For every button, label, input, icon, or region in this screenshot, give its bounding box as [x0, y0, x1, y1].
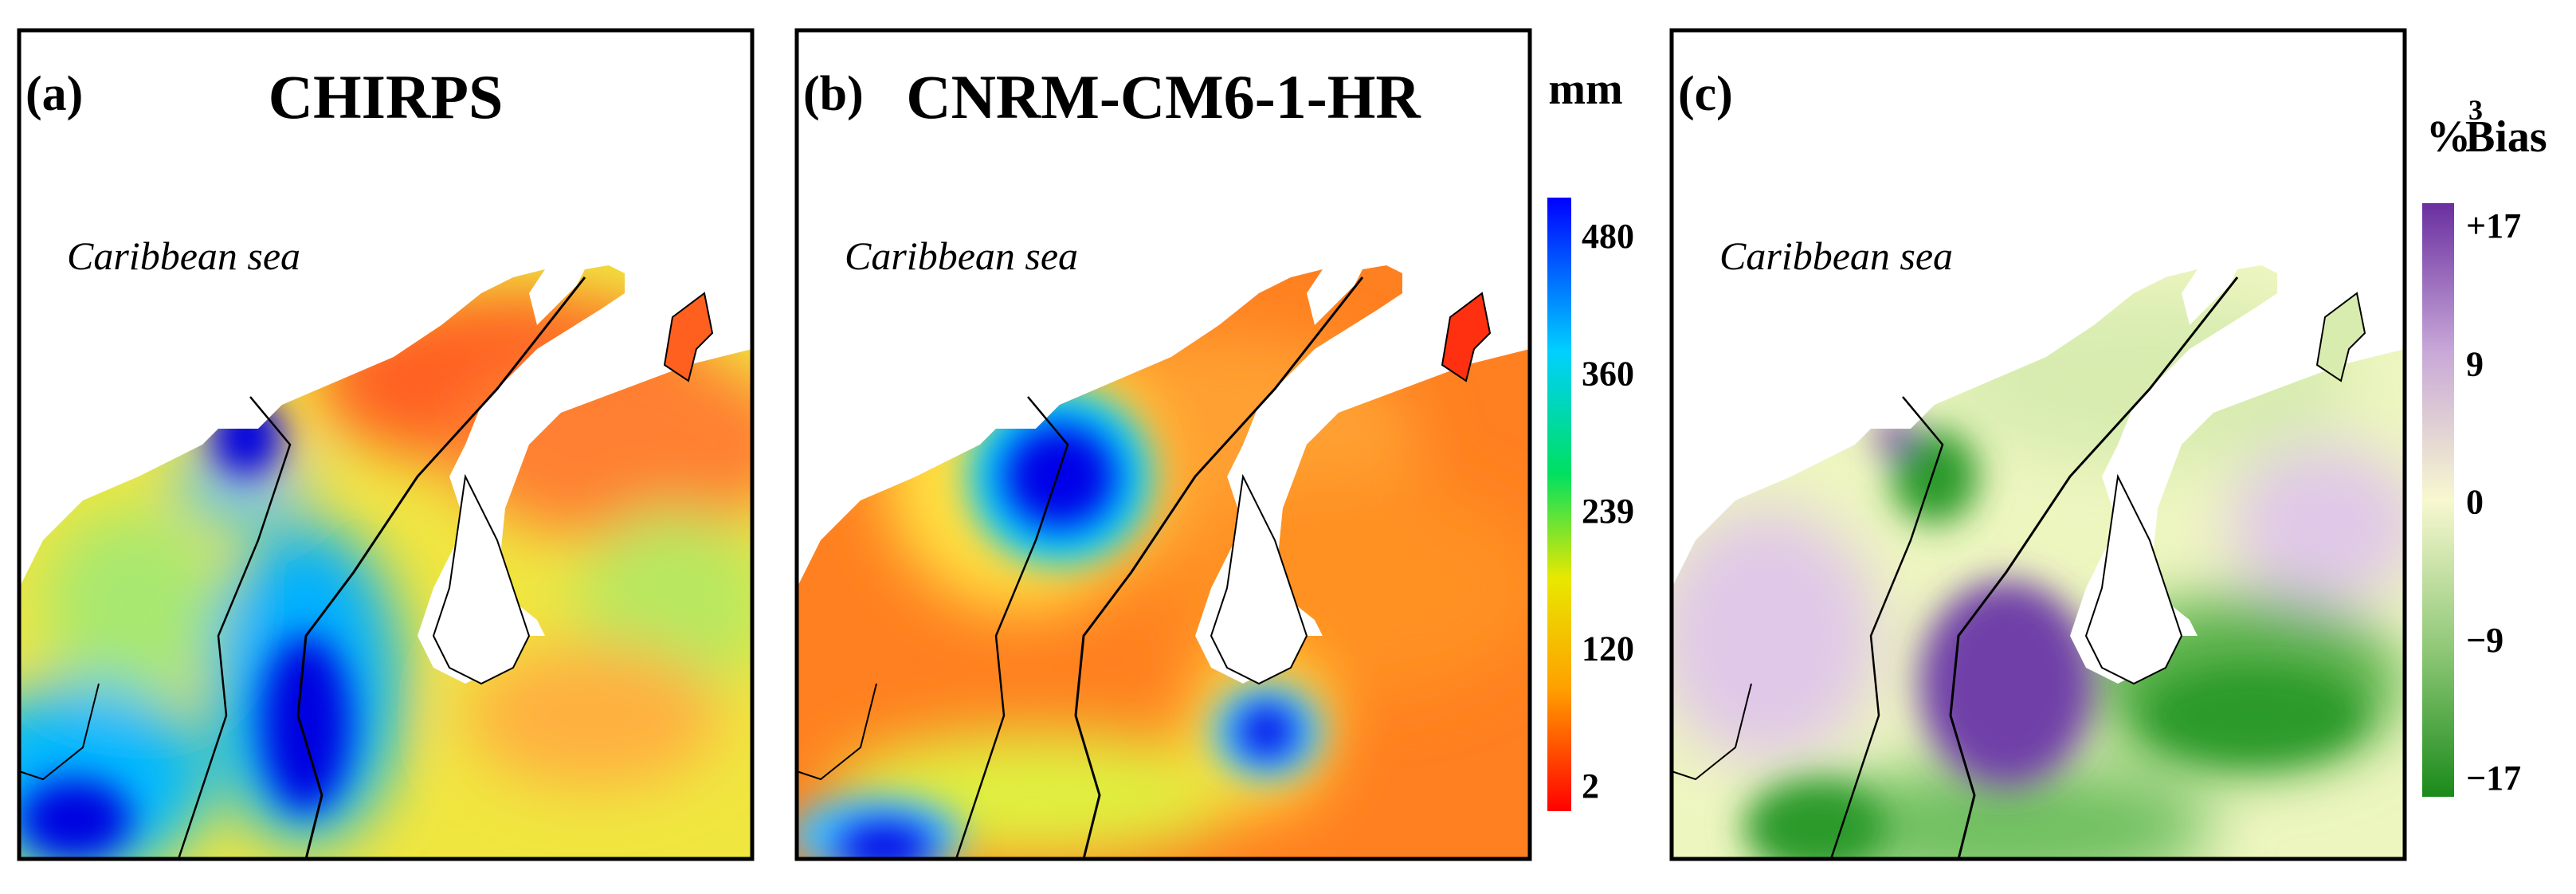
panel-a-sea-label: Caribbean sea	[67, 233, 300, 278]
colorbar-bias-label: Bias	[2465, 112, 2547, 162]
panel-c-sea-label: Caribbean sea	[1719, 233, 1953, 278]
colorbar-bias-tick-label: −17	[2466, 759, 2521, 798]
colorbar-precip-tick-label: 360	[1582, 355, 1634, 394]
colorbar-precip-tick-label: 480	[1582, 217, 1634, 256]
colorbar-precip-gradient	[1547, 198, 1571, 811]
panel-a-title: CHIRPS	[269, 62, 504, 131]
colorbar-bias-tick-label: 9	[2466, 344, 2484, 383]
colorbar-bias-tick-label: 0	[2466, 483, 2484, 522]
colorbar-bias: % 3 Bias +17 9 0 −9 −17	[2422, 94, 2547, 798]
colorbar-precip-tick-label: 2	[1582, 767, 1599, 806]
panel-a-label: (a)	[25, 67, 83, 121]
colorbar-bias-tick-label: +17	[2466, 206, 2521, 245]
panel-c: (c) Caribbean sea	[1669, 28, 2407, 861]
panel-b-sea-label: Caribbean sea	[845, 233, 1078, 278]
panel-b-label: (b)	[803, 67, 864, 121]
colorbar-precip-tick-label: 239	[1582, 492, 1634, 531]
panel-b-title: CNRM-CM6-1-HR	[906, 62, 1421, 131]
colorbar-precip-tick-label: 120	[1582, 629, 1634, 669]
colorbar-bias-tick-label: −9	[2466, 621, 2503, 660]
colorbar-precipitation: mm 480 360 239 120 2	[1547, 65, 1634, 811]
panel-b: (b) CNRM-CM6-1-HR Caribbean sea	[794, 28, 1532, 861]
colorbar-bias-gradient	[2422, 203, 2454, 797]
panel-a: (a) CHIRPS Caribbean sea	[17, 28, 755, 861]
colorbar-bias-unit: %	[2426, 112, 2471, 162]
colorbar-precip-unit: mm	[1548, 65, 1622, 114]
panel-c-label: (c)	[1678, 67, 1733, 121]
colorbar-bias-superscript: 3	[2468, 94, 2483, 126]
